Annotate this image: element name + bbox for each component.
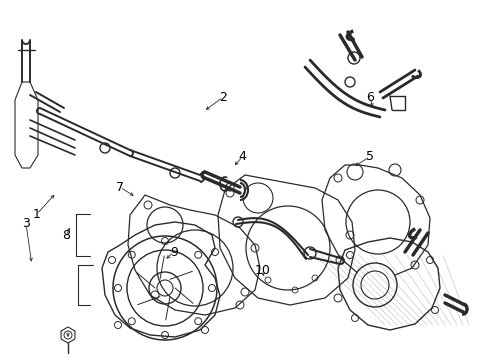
Text: 7: 7 [116, 181, 124, 194]
Text: 4: 4 [239, 150, 246, 163]
Text: 6: 6 [366, 91, 374, 104]
Text: 10: 10 [254, 264, 270, 276]
Text: 1: 1 [33, 208, 41, 221]
Text: 5: 5 [366, 150, 374, 163]
Text: 2: 2 [219, 91, 227, 104]
Text: 3: 3 [22, 217, 30, 230]
Text: 8: 8 [62, 229, 70, 242]
Text: 9: 9 [170, 246, 178, 258]
Circle shape [353, 263, 397, 307]
